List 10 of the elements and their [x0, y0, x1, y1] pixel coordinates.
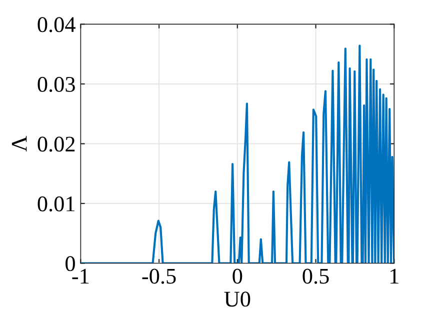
x-tick-label: 0 [232, 268, 242, 284]
y-tick-label: 0.03 [38, 76, 75, 92]
y-axis-title: Λ [12, 136, 27, 152]
y-tick-label: 0.02 [38, 136, 75, 152]
x-axis-title: U0 [224, 292, 250, 307]
x-tick-label: 0.5 [302, 268, 329, 284]
y-tick-label: 0.01 [38, 196, 74, 212]
y-tick-label: 0.04 [38, 17, 76, 32]
x-tick-label: 1 [390, 268, 398, 284]
x-tick-label: -0.5 [142, 268, 176, 284]
